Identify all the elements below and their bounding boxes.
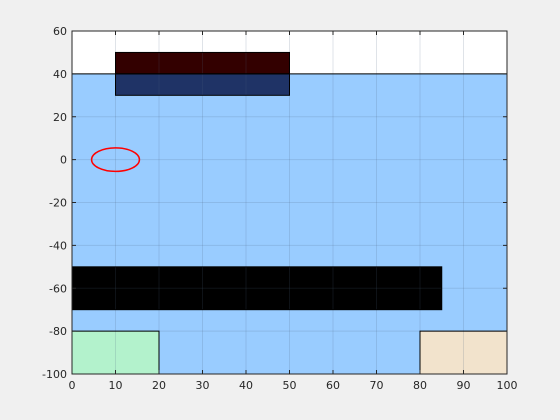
x-tick-label: 60 bbox=[326, 379, 340, 392]
y-tick-label: 20 bbox=[53, 111, 67, 124]
y-axis: -100 -80 -60 -40 -20 0 20 40 60 bbox=[42, 25, 507, 381]
x-tick-label: 90 bbox=[457, 379, 471, 392]
beige-block bbox=[420, 331, 507, 374]
navy-block-outline bbox=[115, 73, 290, 96]
x-tick-label: 30 bbox=[196, 379, 210, 392]
x-tick-label: 70 bbox=[370, 379, 384, 392]
y-tick-label: 60 bbox=[53, 25, 67, 38]
data-shapes bbox=[72, 52, 507, 374]
water-region bbox=[72, 73, 507, 374]
x-tick-label: 80 bbox=[413, 379, 427, 392]
green-block bbox=[72, 331, 159, 374]
y-tick-label: -80 bbox=[49, 325, 67, 338]
y-tick-label: -40 bbox=[49, 239, 67, 252]
x-tick-label: 10 bbox=[109, 379, 123, 392]
black-bar bbox=[72, 266, 442, 310]
y-tick-label: 40 bbox=[53, 68, 67, 81]
x-axis: 0 10 20 30 40 50 60 70 80 90 100 bbox=[69, 31, 518, 392]
x-tick-label: 100 bbox=[497, 379, 518, 392]
dark-red-block bbox=[115, 52, 290, 74]
x-tick-label: 40 bbox=[239, 379, 253, 392]
x-tick-label: 0 bbox=[69, 379, 76, 392]
x-tick-label: 50 bbox=[283, 379, 297, 392]
navy-block bbox=[115, 73, 290, 96]
red-ellipse bbox=[90, 147, 141, 173]
y-tick-label: -100 bbox=[42, 368, 67, 381]
y-tick-label: 0 bbox=[60, 154, 67, 167]
y-tick-label: -20 bbox=[49, 197, 67, 210]
x-tick-label: 20 bbox=[152, 379, 166, 392]
y-tick-label: -60 bbox=[49, 282, 67, 295]
